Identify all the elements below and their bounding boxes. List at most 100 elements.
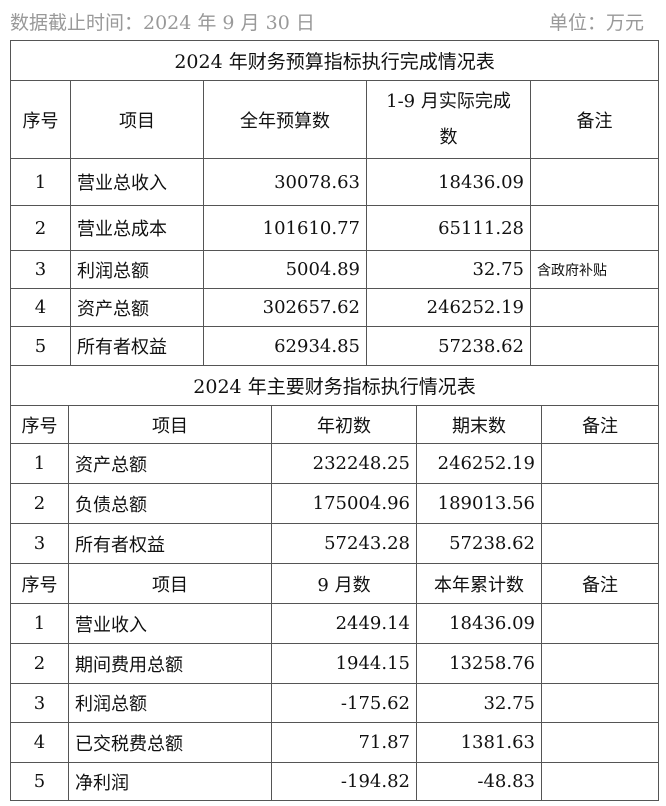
table-row: 1 资产总额 232248.25 246252.19 (10, 443, 660, 484)
column-header: 序号 (10, 563, 69, 604)
column-header: 项目 (68, 405, 272, 444)
value-cell: 1381.63 (416, 722, 542, 763)
remark-cell (540, 483, 660, 524)
remark-cell (529, 288, 660, 327)
value-cell: 62934.85 (203, 326, 367, 366)
budget-header-row: 序号 项目 全年预算数 1-9 月实际完成数 备注 (10, 80, 660, 159)
row-index: 5 (10, 762, 69, 801)
value-cell: -194.82 (271, 762, 417, 801)
item-name: 资产总额 (68, 443, 272, 484)
value-cell: 30078.63 (203, 158, 367, 206)
column-header: 序号 (10, 80, 71, 159)
value-cell: -48.83 (416, 762, 542, 801)
table-row: 2 期间费用总额 1944.15 13258.76 (10, 643, 660, 684)
item-name: 营业收入 (68, 603, 272, 644)
column-header: 年初数 (271, 405, 417, 444)
table-row: 5 净利润 -194.82 -48.83 (10, 762, 660, 801)
value-cell: 189013.56 (416, 483, 542, 524)
value-cell: 18436.09 (366, 158, 531, 206)
remark-cell (540, 722, 660, 763)
item-name: 已交税费总额 (68, 722, 272, 763)
value-cell: 32.75 (366, 250, 531, 289)
table-row: 2 负债总额 175004.96 189013.56 (10, 483, 660, 524)
remark-cell (540, 643, 660, 684)
column-header: 9 月数 (271, 563, 417, 604)
row-index: 4 (10, 288, 71, 327)
remark-cell (540, 683, 660, 723)
value-cell: 2449.14 (271, 603, 417, 644)
value-cell: 246252.19 (366, 288, 531, 327)
item-name: 营业总收入 (70, 158, 204, 206)
table-row: 2 营业总成本 101610.77 65111.28 (10, 205, 660, 251)
budget-execution-table: 2024 年财务预算指标执行完成情况表 序号 项目 全年预算数 1-9 月实际完… (9, 40, 660, 366)
value-cell: 32.75 (416, 683, 542, 723)
row-index: 3 (10, 523, 69, 564)
remark-cell (540, 762, 660, 801)
table-row: 1 营业收入 2449.14 18436.09 (10, 603, 660, 644)
value-cell: 101610.77 (203, 205, 367, 251)
column-header: 1-9 月实际完成数 (366, 80, 531, 159)
column-header: 备注 (540, 405, 660, 444)
row-index: 1 (10, 603, 69, 644)
row-index: 1 (10, 158, 71, 206)
value-cell: 71.87 (271, 722, 417, 763)
item-name: 所有者权益 (70, 326, 204, 366)
table-row: 5 所有者权益 62934.85 57238.62 (10, 326, 660, 366)
row-index: 3 (10, 250, 71, 289)
row-index: 4 (10, 722, 69, 763)
item-name: 利润总额 (70, 250, 204, 289)
value-cell: 302657.62 (203, 288, 367, 327)
remark-cell (529, 205, 660, 251)
value-cell: 175004.96 (271, 483, 417, 524)
table-row: 3 利润总额 -175.62 32.75 (10, 683, 660, 723)
table-row: 4 资产总额 302657.62 246252.19 (10, 288, 660, 327)
table-row: 3 所有者权益 57243.28 57238.62 (10, 523, 660, 564)
main-table-title: 2024 年主要财务指标执行情况表 (9, 365, 660, 406)
item-name: 期间费用总额 (68, 643, 272, 684)
item-name: 净利润 (68, 762, 272, 801)
column-header: 全年预算数 (203, 80, 367, 159)
value-cell: 246252.19 (416, 443, 542, 484)
row-index: 2 (10, 483, 69, 524)
table-row: 4 已交税费总额 71.87 1381.63 (10, 722, 660, 763)
column-header: 期末数 (416, 405, 542, 444)
value-cell: 57238.62 (366, 326, 531, 366)
table-row: 3 利润总额 5004.89 32.75 含政府补贴 (10, 250, 660, 289)
row-index: 3 (10, 683, 69, 723)
value-cell: 57238.62 (416, 523, 542, 564)
value-cell: 5004.89 (203, 250, 367, 289)
value-cell: 18436.09 (416, 603, 542, 644)
value-cell: 13258.76 (416, 643, 542, 684)
header-row: 序号 项目 9 月数 本年累计数 备注 (10, 563, 660, 604)
column-header: 本年累计数 (416, 563, 542, 604)
item-name: 资产总额 (70, 288, 204, 327)
unit-label: 单位：万元 (548, 12, 644, 34)
value-cell: 1944.15 (271, 643, 417, 684)
value-cell: 232248.25 (271, 443, 417, 484)
remark-cell (529, 158, 660, 206)
column-header: 项目 (70, 80, 204, 159)
item-name: 营业总成本 (70, 205, 204, 251)
item-name: 负债总额 (68, 483, 272, 524)
remark-cell (529, 326, 660, 366)
item-name: 所有者权益 (68, 523, 272, 564)
value-cell: 65111.28 (366, 205, 531, 251)
column-header: 备注 (529, 80, 660, 159)
data-cutoff-date: 数据截止时间：2024 年 9 月 30 日 (10, 12, 315, 34)
value-cell: -175.62 (271, 683, 417, 723)
remark-cell (540, 443, 660, 484)
row-index: 2 (10, 643, 69, 684)
column-header: 序号 (10, 405, 69, 444)
item-name: 利润总额 (68, 683, 272, 723)
remark-cell (540, 603, 660, 644)
value-cell: 57243.28 (271, 523, 417, 564)
remark-cell: 含政府补贴 (529, 250, 660, 289)
budget-table-title: 2024 年财务预算指标执行完成情况表 (9, 40, 660, 81)
column-header: 项目 (68, 563, 272, 604)
main-indicators-table: 2024 年主要财务指标执行情况表 序号 项目 年初数 期末数 备注 1 资产总额 23224… (9, 365, 660, 801)
remark-cell (540, 523, 660, 564)
row-index: 5 (10, 326, 71, 366)
header-row: 序号 项目 年初数 期末数 备注 (10, 405, 660, 444)
row-index: 2 (10, 205, 71, 251)
row-index: 1 (10, 443, 69, 484)
